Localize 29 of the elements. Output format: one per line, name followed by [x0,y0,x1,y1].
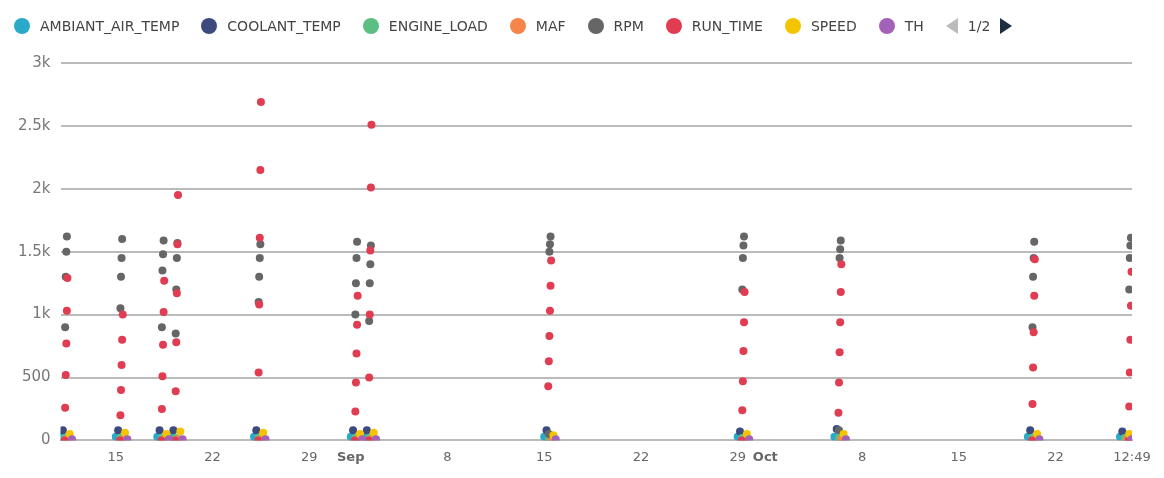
x-tick-label: 15 [535,448,553,464]
x-tick-label: 22 [632,448,650,464]
x-tick-label: Sep [336,448,365,464]
x-tick-label: 22 [1047,448,1064,464]
x-tick-label: 8 [443,448,452,464]
x-tick-label: 22 [204,448,221,464]
legend-label: TH [904,18,924,34]
x-tick-label: 29 [729,448,746,464]
legend-label: RPM [613,18,644,34]
x-tick-label: 29 [301,448,318,464]
legend-label: AMBIANT_AIR_TEMP [40,18,180,34]
y-tick-label: 1k [32,304,51,323]
text: 1/2 [967,18,991,34]
y-tick-label: 0 [40,430,51,449]
legend-label: ENGINE_LOAD [388,18,488,34]
x-tick-label: 12:49 [1113,448,1151,464]
legend-label: RUN_TIME [691,18,763,34]
y-tick-label: 2.5k [17,115,51,134]
y-tick-label: 2k [32,178,51,197]
legend-label: SPEED [810,18,857,34]
x-tick-label: 15 [950,448,968,464]
y-tick-label: 1.5k [17,241,51,260]
legend-label: MAF [535,18,566,34]
x-tick-label: Oct [752,448,778,464]
y-tick-label: 500 [21,367,51,386]
x-tick-label: 8 [857,448,867,464]
x-tick-label: 15 [107,448,125,464]
y-tick-label: 3k [32,52,51,71]
legend-label: COOLANT_TEMP [227,18,341,34]
